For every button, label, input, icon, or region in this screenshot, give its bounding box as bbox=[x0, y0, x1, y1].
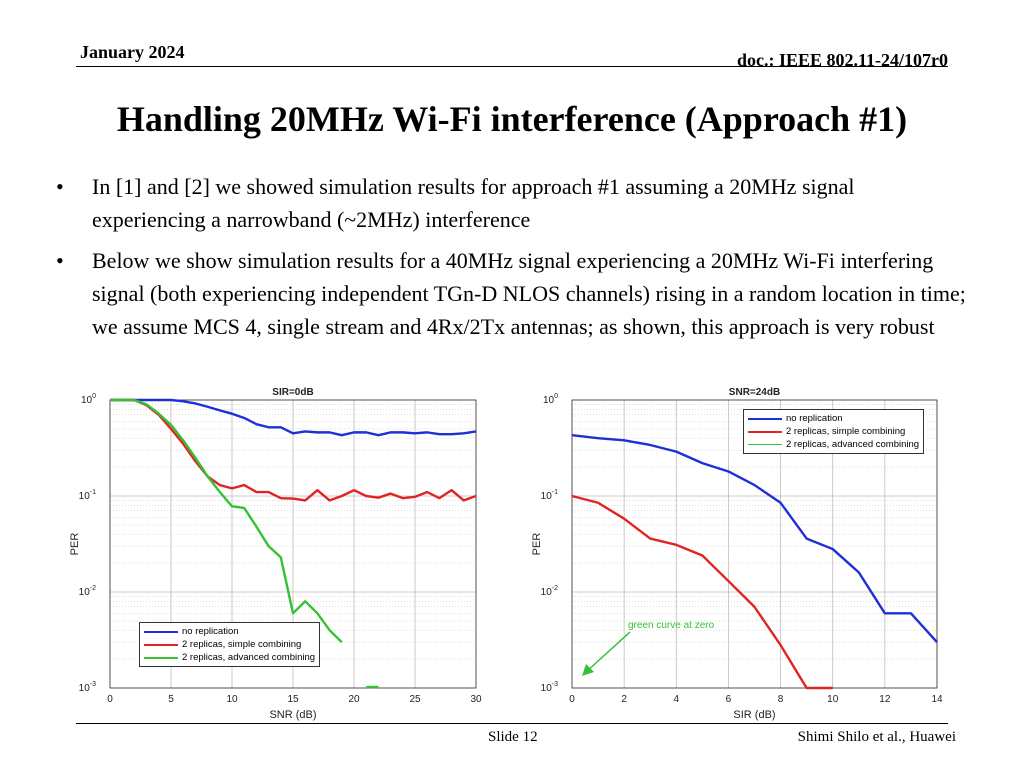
header-doc-id: doc.: IEEE 802.11-24/107r0 bbox=[736, 50, 948, 70]
legend-swatch bbox=[748, 430, 782, 433]
chart-legend: no replication 2 replicas, simple combin… bbox=[139, 622, 321, 667]
legend-entry: 2 replicas, advanced combining bbox=[144, 651, 315, 664]
legend-entry: 2 replicas, simple combining bbox=[144, 638, 315, 651]
legend-swatch bbox=[144, 630, 178, 633]
bullet-text: Below we show simulation results for a 4… bbox=[92, 248, 966, 339]
header-date: January 2024 bbox=[80, 42, 185, 62]
x-tick-label: 30 bbox=[470, 694, 482, 705]
y-axis-label: PER bbox=[69, 533, 81, 556]
x-tick-label: 14 bbox=[931, 694, 943, 705]
green-curve-annotation: green curve at zero bbox=[628, 620, 715, 631]
series-line bbox=[110, 398, 477, 437]
x-tick-label: 6 bbox=[726, 694, 732, 705]
chart-title: SNR=24dB bbox=[729, 387, 780, 398]
legend-entry: 2 replicas, advanced combining bbox=[748, 438, 919, 451]
y-tick-label: 10-1 bbox=[79, 489, 96, 502]
x-tick-label: 5 bbox=[168, 694, 174, 705]
bullet-item: • In [1] and [2] we showed simulation re… bbox=[48, 170, 968, 236]
legend-swatch bbox=[144, 643, 178, 646]
legend-label: no replication bbox=[182, 626, 239, 637]
x-tick-label: 12 bbox=[879, 694, 891, 705]
plot-frame bbox=[571, 399, 938, 689]
y-tick-label: 100 bbox=[81, 393, 96, 406]
per-vs-snr-chart: 100 10-1 10-2 10-3 0 5 10 15 20 25 30 SIR=0dB SNR (d… bbox=[69, 387, 482, 721]
chart-title: SIR=0dB bbox=[272, 387, 313, 398]
x-axis-label: SIR (dB) bbox=[733, 709, 775, 721]
legend-swatch bbox=[748, 444, 782, 445]
footer-rule bbox=[76, 723, 948, 724]
plot-frame bbox=[109, 399, 477, 689]
legend-entry: no replication bbox=[144, 625, 315, 638]
x-tick-label: 2 bbox=[621, 694, 627, 705]
annotation-arrow bbox=[582, 631, 631, 676]
y-tick-label: 100 bbox=[543, 393, 558, 406]
bullet-text: In [1] and [2] we showed simulation resu… bbox=[92, 174, 855, 232]
x-tick-label: 0 bbox=[107, 694, 113, 705]
x-tick-label: 10 bbox=[226, 694, 238, 705]
legend-label: 2 replicas, advanced combining bbox=[786, 439, 920, 450]
bullet-list: • In [1] and [2] we showed simulation re… bbox=[48, 170, 968, 351]
y-tick-label: 10-1 bbox=[541, 489, 558, 502]
slide-title: Handling 20MHz Wi-Fi interference (Appro… bbox=[116, 99, 908, 139]
legend-label: no replication bbox=[786, 413, 843, 424]
x-tick-label: 20 bbox=[348, 694, 360, 705]
x-tick-label: 8 bbox=[778, 694, 784, 705]
y-tick-label: 10-2 bbox=[79, 585, 96, 598]
x-axis-label: SNR (dB) bbox=[269, 709, 316, 721]
legend-label: 2 replicas, advanced combining bbox=[182, 652, 316, 663]
legend-swatch bbox=[748, 417, 782, 420]
x-tick-label: 10 bbox=[827, 694, 839, 705]
y-axis-label: PER bbox=[531, 533, 543, 556]
y-tick-label: 10-3 bbox=[79, 681, 96, 694]
slide-number: Slide 12 bbox=[488, 729, 538, 745]
series-line bbox=[110, 398, 477, 502]
y-tick-label: 10-2 bbox=[541, 585, 558, 598]
x-tick-label: 0 bbox=[569, 694, 575, 705]
bullet-marker: • bbox=[56, 174, 64, 199]
x-tick-label: 15 bbox=[287, 694, 299, 705]
chart-legend: no replication 2 replicas, simple combin… bbox=[743, 409, 925, 454]
header-rule bbox=[76, 66, 948, 67]
series-line bbox=[571, 494, 833, 690]
legend-entry: no replication bbox=[748, 412, 919, 425]
series-line bbox=[110, 398, 343, 644]
legend-label: 2 replicas, simple combining bbox=[182, 639, 302, 650]
footer-author: Shimi Shilo et al., Huawei bbox=[797, 729, 956, 745]
bullet-marker: • bbox=[56, 248, 64, 273]
legend-label: 2 replicas, simple combining bbox=[786, 426, 906, 437]
x-tick-label: 25 bbox=[409, 694, 421, 705]
y-tick-label: 10-3 bbox=[541, 681, 558, 694]
bullet-item: • Below we show simulation results for a… bbox=[48, 244, 968, 343]
legend-entry: 2 replicas, simple combining bbox=[748, 425, 919, 438]
series-line bbox=[571, 433, 938, 644]
legend-swatch bbox=[144, 656, 178, 659]
x-tick-label: 4 bbox=[674, 694, 680, 705]
